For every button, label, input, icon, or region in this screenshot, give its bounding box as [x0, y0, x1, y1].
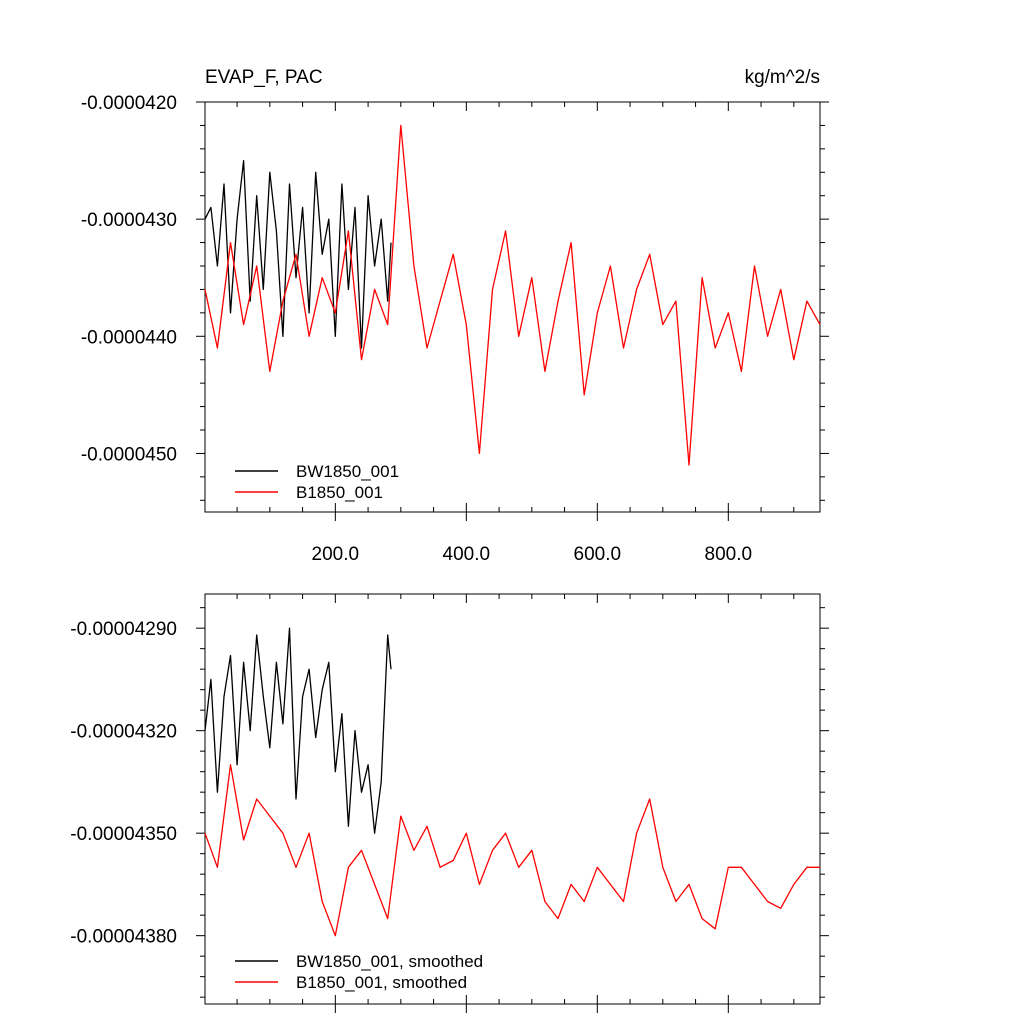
- evap-f-timeseries-panel: EVAP_F, PAC kg/m^2/s 200.0 400.0 600.0 800.…: [81, 67, 829, 565]
- x-tick-label: 600.0: [574, 544, 622, 565]
- chart-title-right: kg/m^2/s: [745, 67, 820, 88]
- legend: BW1850_001 B1850_001: [235, 462, 399, 502]
- plot-frame: [204, 593, 821, 1005]
- x-tick-label: 200.0: [312, 544, 360, 565]
- series-lines: [204, 627, 820, 937]
- y-tick-label: -0.00004350: [70, 824, 177, 845]
- series-line-b1850-001: [204, 124, 821, 466]
- legend-label-bw1850-001: BW1850_001: [296, 462, 399, 481]
- axis-tick-labels: 200.0 400.0 600.0 800.0 -0.0000420 -0.0000430…: [81, 93, 752, 565]
- axis-ticks: [196, 101, 829, 521]
- y-tick-label: -0.0000440: [81, 327, 177, 348]
- plot-frame: [204, 101, 821, 513]
- legend-label-bw1850-001-smoothed: BW1850_001, smoothed: [296, 952, 483, 971]
- series-lines: [204, 124, 821, 466]
- y-tick-label: -0.0000430: [81, 210, 177, 231]
- series-line-bw1850-001: [204, 159, 392, 349]
- series-line-b1850-001-smoothed: [204, 764, 820, 937]
- x-tick-label: 800.0: [705, 544, 753, 565]
- y-tick-label: -0.00004320: [70, 722, 177, 743]
- x-tick-label: 400.0: [443, 544, 491, 565]
- series-line-bw1850-001-smoothed: [204, 627, 392, 834]
- axis-tick-labels: -0.00004290 -0.00004320 -0.00004350 -0.0000…: [70, 619, 177, 948]
- evap-f-smoothed-panel: -0.00004290 -0.00004320 -0.00004350 -0.0000…: [70, 593, 829, 1013]
- legend-label-b1850-001: B1850_001: [296, 483, 383, 502]
- legend-label-b1850-001-smoothed: B1850_001, smoothed: [296, 973, 467, 992]
- y-tick-label: -0.00004290: [70, 619, 177, 640]
- y-tick-label: -0.0000450: [81, 444, 177, 465]
- y-tick-label: -0.00004380: [70, 927, 177, 948]
- legend: BW1850_001, smoothed B1850_001, smoothed: [235, 952, 483, 992]
- axis-ticks: [196, 594, 829, 1013]
- y-tick-label: -0.0000420: [81, 93, 177, 114]
- chart-title-left: EVAP_F, PAC: [205, 67, 323, 88]
